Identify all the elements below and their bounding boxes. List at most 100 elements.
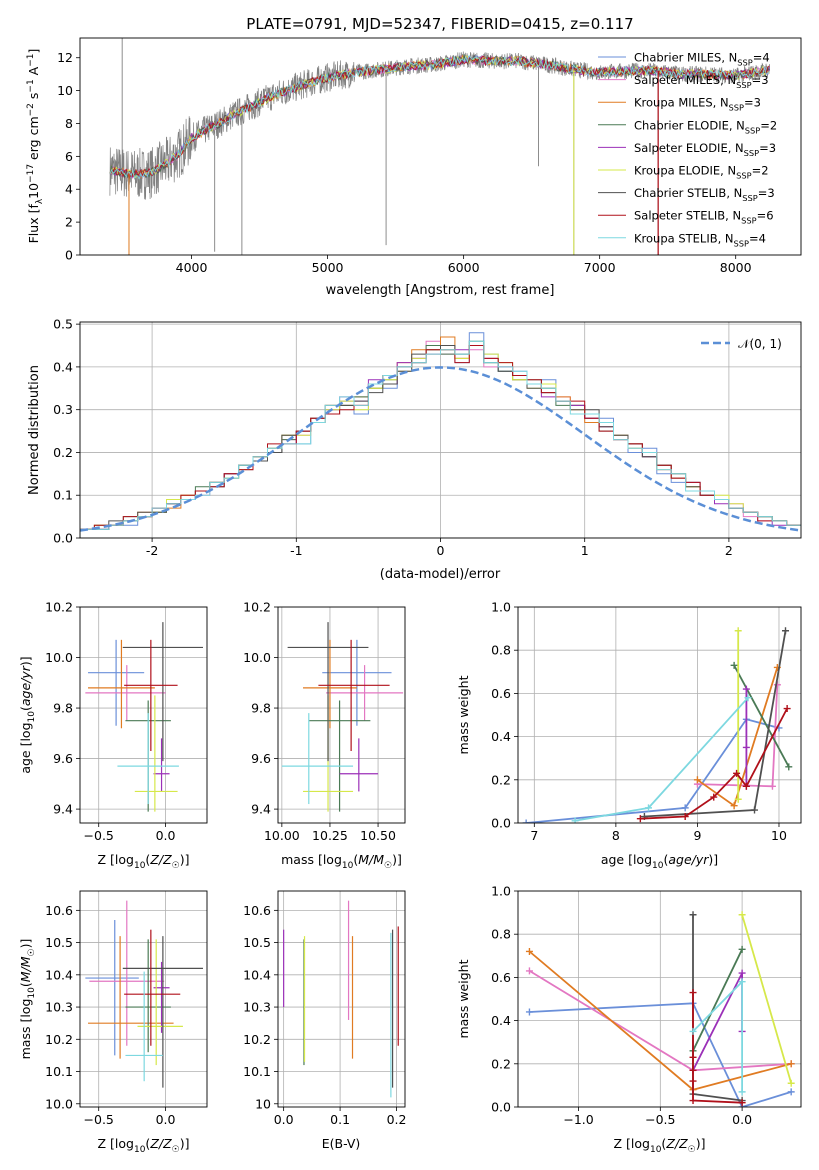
y-tick-label: 10.5 [243,935,271,950]
histogram-step [80,340,801,538]
x-tick-label: 0 [437,543,445,558]
y-tick-label: 0.2 [491,1056,511,1071]
y-axis-label-part: )] [18,656,33,666]
data-marker [689,989,697,997]
x-axis-label-part: ☉ [688,1145,696,1155]
data-marker [689,1027,697,1035]
legend-label-part: Chabrier STELIB, N [634,186,742,200]
x-tick-label: 2 [725,543,733,558]
y-tick-label: 10.2 [45,1032,73,1047]
x-axis-label-part: ( [663,852,668,867]
x-tick-label: −0.5 [645,1112,675,1127]
axes-frame [277,606,406,824]
legend-label-part: Kroupa MILES, N [634,96,729,110]
weight-line [692,948,743,1052]
y-axis-label-part: erg cm [26,116,41,164]
normal-curve [80,366,801,532]
y-tick-label: 0.2 [53,445,73,460]
legend-label-part: SSP [744,148,759,158]
legend-label-part: SSP [737,58,752,68]
legend-label-part: SSP [734,238,749,248]
x-tick-label: −0.5 [84,828,114,843]
y-axis-label-part: 10 [27,987,37,999]
data-marker [710,793,718,801]
y-axis-label: Flux [fλ10−17 erg cm−2 s−1 A−1] [26,49,45,244]
legend-label: Chabrier STELIB, NSSP=3 [634,186,775,203]
x-tick-label: 10 [771,828,787,843]
y-axis-label-part: ( [18,706,33,711]
legend-label-part: SSP [742,193,757,203]
x-tick-label: 10.25 [312,828,348,843]
data-marker [689,1097,697,1105]
y-axis-label: mass weight [456,675,471,754]
x-axis-label: wavelength [Angstrom, rest frame] [326,283,555,298]
data-marker [734,627,742,635]
legend-label-part: SSP [741,216,756,226]
chart-panel: 10.00 10.25 10.50 9.4 9.6 9.8 10.0 10.2 mass [lo… [243,600,406,871]
data-marker [525,967,533,975]
x-tick-label: −1.0 [563,1112,593,1127]
x-tick-label: 7000 [584,260,616,275]
data-marker [742,685,750,693]
x-axis-label-part: Z [log [98,852,134,867]
y-tick-label: 0.5 [53,317,73,332]
x-axis-label-part: age [log [601,852,652,867]
legend-label: Kroupa ELODIE, NSSP=2 [634,164,769,181]
y-tick-label: 10.0 [45,1096,73,1111]
y-tick-label: 10.1 [45,1064,73,1079]
plot-area [80,607,207,823]
chart-panel: -2 -1 0 1 2 0.0 0.1 0.2 0.3 0.4 0.5 𝒩(0, 1) (data-mo… [27,317,802,582]
axes-frame [79,890,208,1108]
x-axis-label-part: )] [180,1136,190,1151]
y-axis-label-part: −2 [26,103,36,116]
x-tick-label: −0.5 [84,1112,114,1127]
legend-label-part: =3 [758,186,775,200]
data-marker [738,1088,746,1096]
y-tick-label: 0.3 [53,402,73,417]
legend-label: Chabrier ELODIE, NSSP=2 [634,118,777,135]
y-tick-label: 10.0 [243,650,271,665]
legend-label-part: SSP [736,171,751,181]
x-tick-label: 0.1 [330,1112,350,1127]
data-marker [738,978,746,986]
legend-label: Chabrier MILES, NSSP=4 [634,51,770,68]
y-tick-label: 10.4 [243,967,271,982]
y-axis-label-part: −1 [26,54,36,67]
x-axis-label-part: 10 [650,1145,662,1155]
data-marker [738,945,746,953]
data-marker [644,804,652,812]
y-tick-label: 10 [255,1096,271,1111]
y-axis-label-part: mass [log [18,999,33,1060]
axes-frame [79,606,208,824]
data-marker [689,1066,697,1074]
data-marker [744,694,752,702]
y-axis-label-part: ☉ [27,948,37,956]
y-tick-label: 10.2 [243,600,271,615]
x-tick-label: 4000 [176,260,208,275]
y-axis-label-part: 10 [27,711,37,723]
x-axis-label-part: )] [708,852,718,867]
data-marker [787,1060,795,1068]
y-tick-label: 9.8 [251,701,271,716]
x-axis-label: Z [log10(Z/Z☉)] [614,1136,706,1155]
data-marker [689,1053,697,1061]
x-axis-label-part: ( [145,1136,150,1151]
legend-label-part: =3 [744,96,761,110]
y-tick-label: 0.4 [53,359,73,374]
x-tick-label: 10.00 [264,828,300,843]
y-tick-label: 0.0 [491,1100,511,1115]
x-tick-label: 0.0 [732,1112,752,1127]
weight-line [640,708,788,820]
x-axis-label: (data-model)/error [380,567,501,582]
x-tick-label: 0.2 [387,1112,407,1127]
y-tick-label: 10.6 [243,903,271,918]
x-axis-label: Z [log10(Z/Z☉)] [98,1136,190,1155]
x-axis-label-part: 10 [134,1145,146,1155]
legend-label: Kroupa STELIB, NSSP=4 [634,231,766,248]
data-marker [522,819,530,823]
y-axis-label: age [log10(age/yr)] [18,656,37,773]
y-tick-label: 0.1 [53,488,73,503]
data-marker [751,806,759,814]
